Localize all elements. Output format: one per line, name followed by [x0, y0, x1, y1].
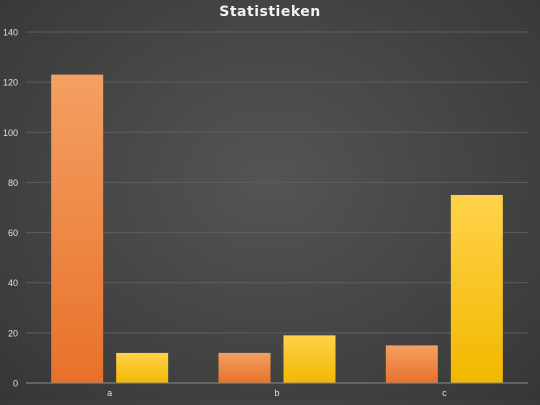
y-tick-label: 80	[8, 178, 18, 188]
bar-c-series-1	[450, 194, 503, 383]
x-tick-label: c	[442, 388, 447, 398]
bar-b-series-1	[283, 335, 336, 383]
y-tick-labels: 0 20 40 60 80 100 120 140	[3, 28, 18, 389]
y-tick-label: 120	[3, 78, 18, 88]
x-tick-label: b	[274, 388, 279, 398]
bar-b-series-0	[218, 352, 271, 383]
y-tick-label: 0	[13, 379, 18, 389]
bar-a-series-1	[116, 352, 169, 383]
y-tick-label: 60	[8, 228, 18, 238]
y-tick-label: 40	[8, 278, 18, 288]
x-tick-labels: a b c	[107, 388, 447, 398]
bar-a-series-0	[51, 74, 104, 383]
bar-c-series-0	[385, 345, 438, 383]
bars	[51, 74, 503, 383]
gridlines	[26, 31, 528, 334]
y-tick-label: 20	[8, 328, 18, 338]
x-tick-label: a	[107, 388, 112, 398]
y-tick-label: 100	[3, 128, 18, 138]
chart-title: Statistieken	[219, 4, 321, 20]
y-tick-label: 140	[3, 28, 18, 38]
